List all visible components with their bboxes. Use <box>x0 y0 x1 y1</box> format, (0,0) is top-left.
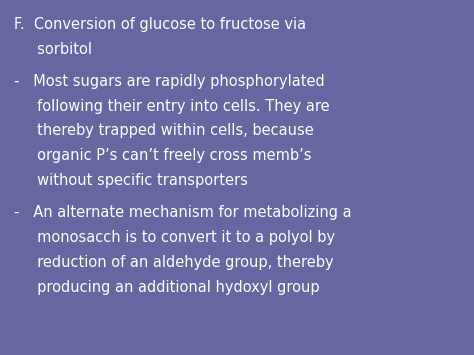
Text: following their entry into cells. They are: following their entry into cells. They a… <box>14 99 330 114</box>
Text: -   Most sugars are rapidly phosphorylated: - Most sugars are rapidly phosphorylated <box>14 74 325 89</box>
Text: F.  Conversion of glucose to fructose via: F. Conversion of glucose to fructose via <box>14 17 306 32</box>
Text: thereby trapped within cells, because: thereby trapped within cells, because <box>14 124 314 138</box>
Text: -   An alternate mechanism for metabolizing a: - An alternate mechanism for metabolizin… <box>14 205 352 220</box>
Text: organic P’s can’t freely cross memb’s: organic P’s can’t freely cross memb’s <box>14 148 312 163</box>
Text: sorbitol: sorbitol <box>14 42 92 57</box>
Text: reduction of an aldehyde group, thereby: reduction of an aldehyde group, thereby <box>14 255 334 270</box>
Text: monosacch is to convert it to a polyol by: monosacch is to convert it to a polyol b… <box>14 230 335 245</box>
Text: without specific transporters: without specific transporters <box>14 173 248 188</box>
Text: producing an additional hydoxyl group: producing an additional hydoxyl group <box>14 280 320 295</box>
